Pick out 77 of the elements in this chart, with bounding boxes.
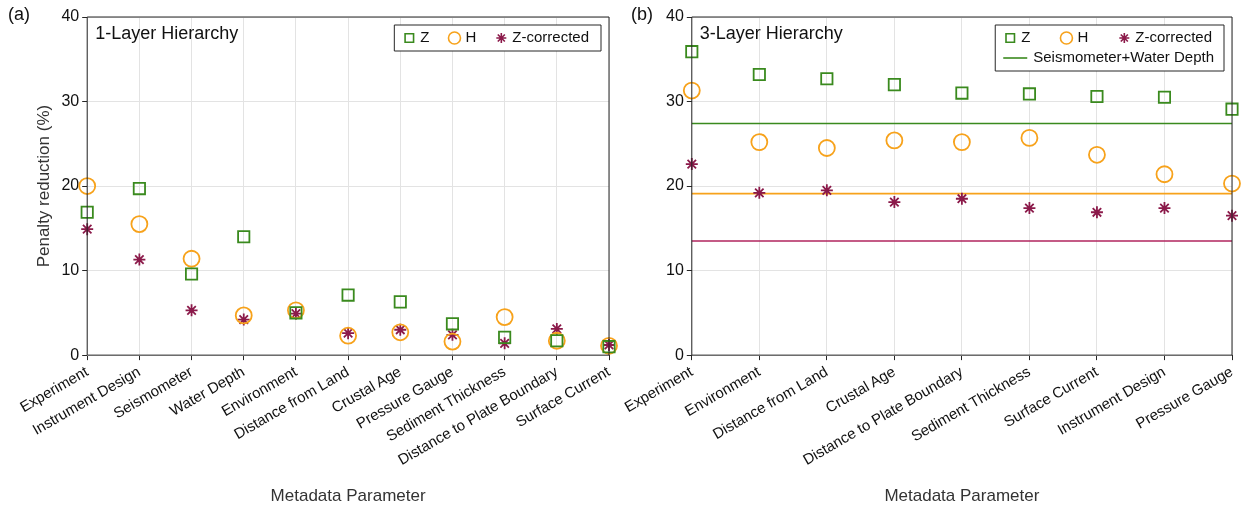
point [885,131,904,150]
point [1223,174,1241,193]
point [1157,201,1172,215]
point [130,215,149,233]
point [1225,208,1239,223]
y-tick-label: 0 [70,345,80,363]
point [391,323,410,342]
point [1225,102,1239,116]
point [236,312,251,327]
point [132,252,147,267]
point [339,326,357,345]
point [1155,165,1174,184]
point [682,81,701,100]
point [443,332,462,351]
legend-label: Z-corrected [1135,28,1212,46]
point [234,306,253,325]
point [752,185,767,200]
point [955,86,969,100]
point [953,133,971,152]
point [237,230,251,244]
chart-title: 1-Layer Hierarchy [95,22,239,43]
point [182,249,201,268]
point [752,67,766,82]
point [498,330,512,344]
y-tick-label: 30 [61,91,80,109]
point [1090,205,1104,220]
point [820,72,834,86]
point [445,317,460,331]
point [684,157,699,171]
point [497,336,512,351]
text: (a) [8,3,30,24]
legend-label: H [465,28,477,46]
point [393,295,407,309]
point [445,327,460,342]
y-tick-label: 10 [666,261,684,278]
y-tick-label: 0 [674,345,684,363]
point [1022,87,1036,101]
y-tick-label: 20 [666,176,684,194]
point [750,133,769,152]
point [78,177,97,195]
point [1022,201,1037,215]
x-axis-title: Metadata Parameter [270,486,426,506]
point [887,195,902,210]
point [887,78,901,92]
point [80,205,94,219]
y-tick-label: 10 [61,261,80,278]
point [1088,145,1106,164]
point [287,301,305,320]
point [185,267,199,281]
y-axis-title: Penalty reduction (%) [33,104,53,268]
legend-label: Seismometer+Water Depth [1033,48,1214,66]
point [132,182,146,196]
point [549,322,564,336]
point [393,322,408,337]
y-tick-label: 40 [666,7,684,25]
point [341,326,355,341]
point [955,191,969,206]
point [1090,89,1104,104]
y-tick-label: 30 [666,91,684,109]
x-axis-title: Metadata Parameter [884,486,1040,506]
text: (b) [631,3,653,24]
point [341,288,355,302]
point [495,308,514,326]
legend-label: Z [420,28,430,46]
point [685,45,699,59]
point [1157,90,1172,104]
point [184,303,199,318]
legend-label: Z-corrected [512,28,589,46]
point [80,222,95,237]
y-tick-label: 20 [61,176,80,194]
legend-label: H [1077,28,1089,46]
chart-title: 3-Layer Hierarchy [699,22,843,43]
point [1020,128,1039,147]
point [819,183,834,198]
y-tick-label: 40 [61,7,80,25]
legend-label: Z [1021,28,1031,46]
point [817,139,836,157]
